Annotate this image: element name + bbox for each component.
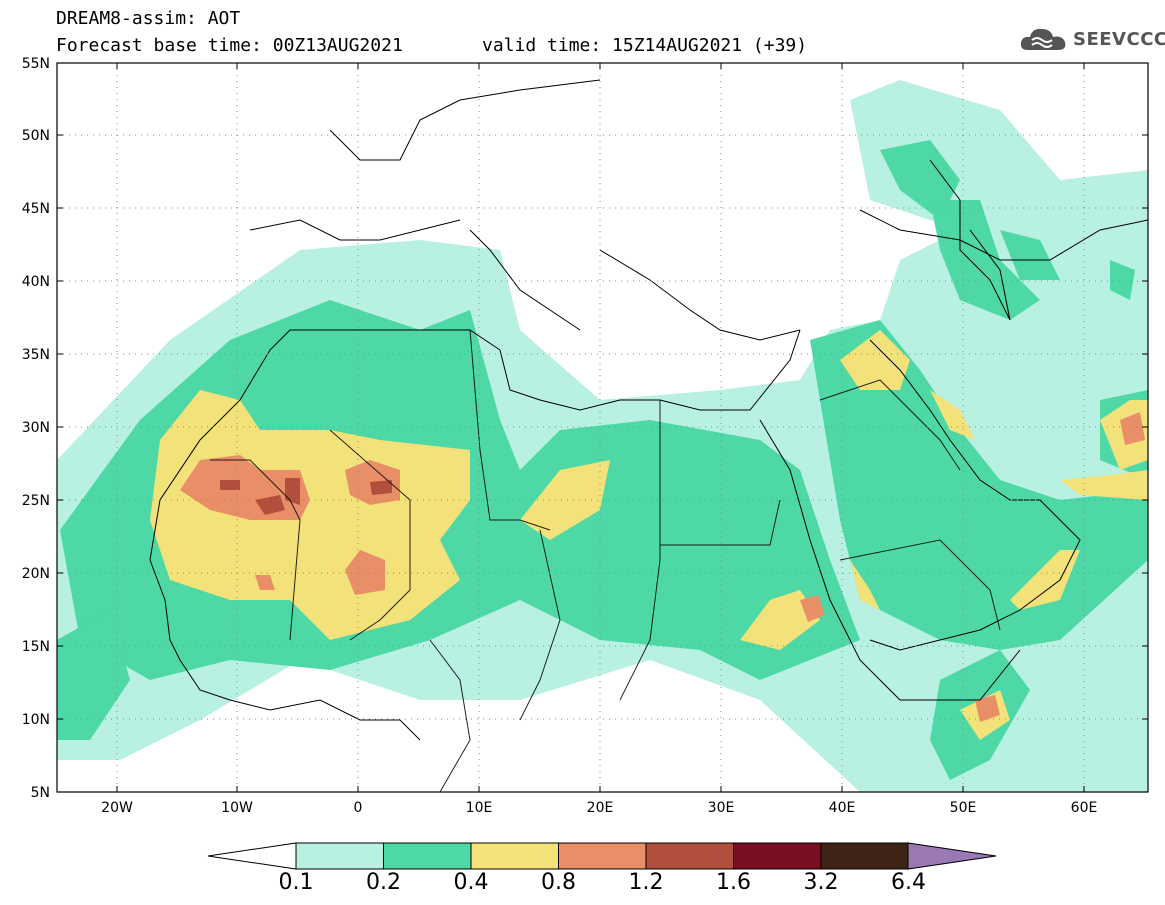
lat-label-5n: 5N [31, 785, 50, 801]
lat-label-25n: 25N [22, 493, 50, 509]
lat-label-40n: 40N [22, 274, 50, 290]
lat-label-50n: 50N [22, 128, 50, 144]
colorbar-cell [470, 842, 559, 870]
colorbar-label: 0.4 [453, 870, 489, 895]
aot-field [57, 63, 1148, 792]
lat-label-10n: 10N [22, 712, 50, 728]
lat-label-35n: 35N [22, 347, 50, 363]
lon-label-40e: 40E [829, 800, 856, 816]
lon-label-10e: 10E [466, 800, 493, 816]
colorbar-label: 0.8 [541, 870, 576, 895]
lon-label-30e: 30E [708, 800, 735, 816]
colorbar-cell [820, 842, 909, 870]
colorbar-cell [733, 842, 822, 870]
lat-label-15n: 15N [22, 639, 50, 655]
lat-label-20n: 20N [22, 566, 50, 582]
colorbar-label: 6.4 [891, 870, 926, 895]
cloud-icon [1020, 28, 1066, 50]
lat-label-30n: 30N [22, 420, 50, 436]
lat-label-55n: 55N [22, 56, 50, 72]
colorbar-label: 0.1 [278, 870, 314, 895]
seevccc-logo: SEEVCCC [1018, 24, 1165, 54]
lon-label-10w: 10W [221, 800, 253, 816]
forecast-base-time: Forecast base time: 00Z13AUG2021 [56, 35, 403, 56]
lon-label-20w: 20W [101, 800, 133, 816]
colorbar-high-arrow [907, 842, 997, 870]
colorbar-label: 1.6 [716, 870, 751, 895]
colorbar-cell [295, 842, 384, 870]
lat-label-45n: 45N [22, 201, 50, 217]
colorbar-label: 3.2 [803, 870, 839, 895]
colorbar-label: 0.2 [366, 870, 401, 895]
lon-label-50e: 50E [950, 800, 977, 816]
lon-label-0: 0 [354, 800, 363, 816]
lon-label-20e: 20E [587, 800, 614, 816]
colorbar-cell [558, 842, 647, 870]
colorbar-cell [645, 842, 734, 870]
valid-time: valid time: 15Z14AUG2021 (+39) [482, 35, 808, 56]
logo-text: SEEVCCC [1073, 28, 1165, 50]
colorbar [207, 842, 997, 870]
colorbar-cell [383, 842, 472, 870]
map-title: DREAM8-assim: AOT [56, 8, 241, 29]
lon-label-60e: 60E [1071, 800, 1098, 816]
colorbar-label: 1.2 [628, 870, 664, 895]
colorbar-low-arrow [207, 842, 297, 870]
